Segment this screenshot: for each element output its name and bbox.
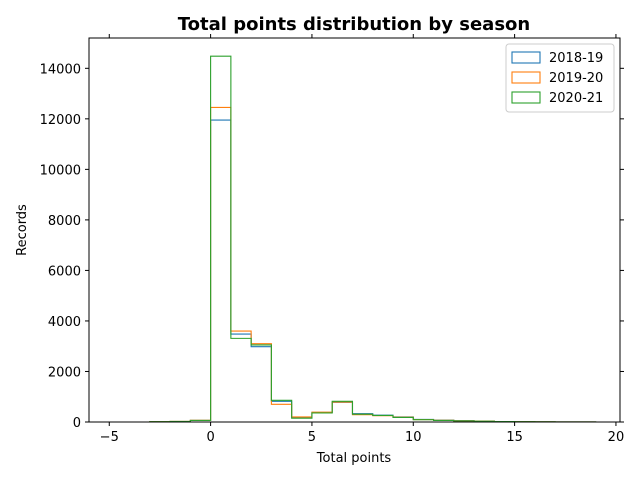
series-2018-19-step-line xyxy=(109,119,597,423)
x-axis-label: Total points xyxy=(316,451,392,466)
y-tick-label: 4000 xyxy=(48,315,81,330)
legend-swatch xyxy=(511,51,541,64)
y-tick-label: 6000 xyxy=(48,264,81,279)
legend: 2018-19 2019-20 2020-21 xyxy=(505,43,615,113)
x-tick-label: 5 xyxy=(308,430,316,445)
x-tick-label: 20 xyxy=(608,430,625,445)
y-tick-label: 2000 xyxy=(48,365,81,380)
legend-swatch xyxy=(511,71,541,84)
y-tick-label: 0 xyxy=(73,416,81,431)
series-2019-20-step-line xyxy=(109,106,597,423)
y-axis-label: Records xyxy=(15,204,30,256)
legend-label: 2018-19 xyxy=(549,51,603,66)
y-tick-label: 12000 xyxy=(40,113,81,128)
legend-label: 2019-20 xyxy=(549,71,603,86)
y-tick-label: 10000 xyxy=(40,163,81,178)
legend-label: 2020-21 xyxy=(549,91,603,106)
chart-title: Total points distribution by season xyxy=(178,14,530,35)
axes: −5 0 5 10 15 20 0 2000 4000 6000 8000 10000 12000 140… xyxy=(40,34,625,445)
y-tick-label: 8000 xyxy=(48,214,81,229)
y-tick-label: 14000 xyxy=(40,62,81,77)
legend-swatch xyxy=(511,91,541,104)
x-tick-label: 10 xyxy=(405,430,422,445)
legend-box xyxy=(505,43,615,113)
x-tick-label: 0 xyxy=(206,430,214,445)
axes-frame xyxy=(88,37,621,423)
x-tick-label: 15 xyxy=(506,430,523,445)
x-tick-label: −5 xyxy=(100,430,119,445)
